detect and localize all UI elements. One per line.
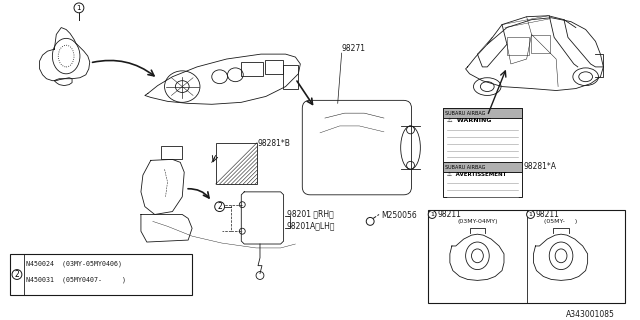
Bar <box>216 143 257 184</box>
Text: 2: 2 <box>15 270 19 279</box>
Bar <box>443 108 522 118</box>
Bar <box>283 65 298 89</box>
Text: 2: 2 <box>217 202 222 211</box>
Circle shape <box>428 211 436 219</box>
Bar <box>507 37 529 55</box>
Bar <box>443 162 522 172</box>
Bar <box>443 108 522 197</box>
Text: 98271: 98271 <box>342 44 365 53</box>
Text: 98281*B: 98281*B <box>257 139 290 148</box>
Bar <box>10 254 192 295</box>
Text: (03MY-04MY): (03MY-04MY) <box>457 219 498 224</box>
Text: 98211: 98211 <box>437 210 461 219</box>
Text: 1: 1 <box>77 5 81 11</box>
Bar <box>428 210 625 303</box>
Text: M250056: M250056 <box>381 212 417 220</box>
Circle shape <box>12 269 22 279</box>
Text: 1: 1 <box>529 212 532 217</box>
Text: 1: 1 <box>430 212 434 217</box>
Circle shape <box>527 211 534 219</box>
Text: N450031  (05MY0407-     ): N450031 (05MY0407- ) <box>26 276 126 283</box>
Text: 98201A〈LH〉: 98201A〈LH〉 <box>287 221 335 230</box>
Text: N450024  (03MY-05MY0406): N450024 (03MY-05MY0406) <box>26 260 122 267</box>
Text: 98201 〈RH〉: 98201 〈RH〉 <box>287 210 333 219</box>
Text: ⚠  WARNING: ⚠ WARNING <box>447 118 492 123</box>
Text: ⚠  AVERTISSEMENT: ⚠ AVERTISSEMENT <box>447 172 506 177</box>
Text: A343001085: A343001085 <box>566 310 615 319</box>
Text: (05MY-     ): (05MY- ) <box>545 219 578 224</box>
Text: SUBARU AIRBAG: SUBARU AIRBAG <box>445 165 485 170</box>
Text: SUBARU AIRBAG: SUBARU AIRBAG <box>445 111 485 116</box>
Bar <box>241 62 263 76</box>
Bar <box>531 36 550 53</box>
Bar <box>161 146 182 159</box>
Text: 98281*A: 98281*A <box>524 162 557 171</box>
Circle shape <box>74 3 84 13</box>
Bar <box>265 60 283 74</box>
Text: 98211: 98211 <box>536 210 559 219</box>
Circle shape <box>215 202 225 212</box>
